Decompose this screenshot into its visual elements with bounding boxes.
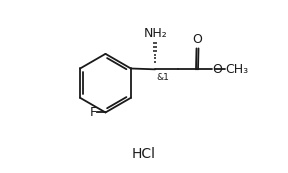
Text: CH₃: CH₃	[225, 63, 248, 76]
Text: O: O	[193, 33, 202, 46]
Text: NH₂: NH₂	[143, 27, 167, 40]
Text: F: F	[89, 106, 96, 119]
Text: O: O	[213, 63, 222, 76]
Text: &1: &1	[156, 73, 169, 82]
Text: HCl: HCl	[132, 147, 156, 161]
